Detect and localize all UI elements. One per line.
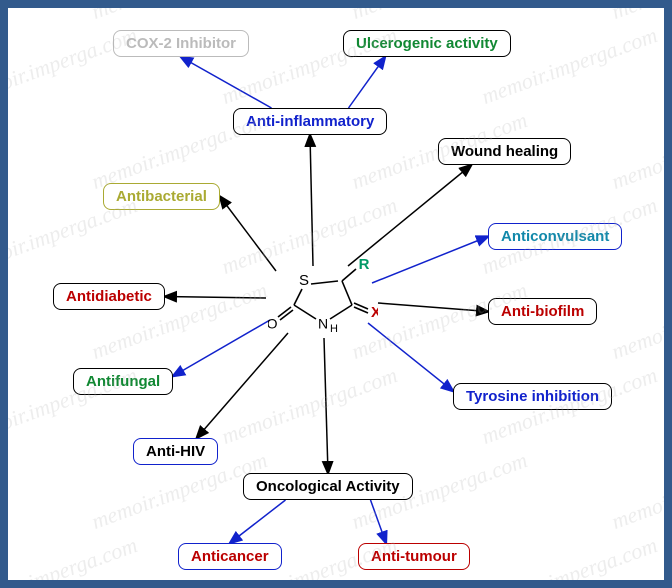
arrow-to-antiinflam: [310, 135, 313, 266]
arrow-to-anticancer: [230, 500, 286, 543]
node-antifungal: Antifungal: [73, 368, 173, 395]
arrow-to-cox2: [181, 57, 272, 108]
molecule-structure: S NH O R X: [268, 253, 378, 343]
arrow-to-antihiv: [197, 333, 288, 438]
svg-text:R: R: [359, 256, 370, 273]
node-tyrosine: Tyrosine inhibition: [453, 383, 612, 410]
svg-text:O: O: [268, 316, 278, 332]
node-ulcer: Ulcerogenic activity: [343, 30, 511, 57]
node-antitumour: Anti-tumour: [358, 543, 470, 570]
node-anticonv: Anticonvulsant: [488, 223, 622, 250]
arrow-to-oncological: [324, 338, 328, 473]
node-oncological: Oncological Activity: [243, 473, 413, 500]
arrow-to-tyrosine: [368, 323, 453, 391]
arrow-to-ulcer: [349, 57, 386, 108]
svg-text:H: H: [330, 323, 338, 335]
node-antiinflam: Anti-inflammatory: [233, 108, 387, 135]
arrow-to-antibiofilm: [378, 303, 488, 312]
arrow-to-antidiab: [165, 297, 266, 299]
arrow-to-antitumour: [371, 500, 387, 543]
node-antibiofilm: Anti-biofilm: [488, 298, 597, 325]
node-anticancer: Anticancer: [178, 543, 282, 570]
node-cox2: COX-2 Inhibitor: [113, 30, 249, 57]
svg-text:S: S: [299, 272, 309, 289]
node-antihiv: Anti-HIV: [133, 438, 218, 465]
diagram-frame: memoir.imperga.commemoir.imperga.commemo…: [0, 0, 672, 588]
svg-text:X: X: [371, 304, 378, 321]
node-wound: Wound healing: [438, 138, 571, 165]
node-antidiab: Antidiabetic: [53, 283, 165, 310]
node-antibact: Antibacterial: [103, 183, 220, 210]
arrow-to-anticonv: [372, 237, 488, 284]
svg-text:N: N: [318, 316, 328, 332]
arrow-to-antifungal: [173, 320, 270, 376]
